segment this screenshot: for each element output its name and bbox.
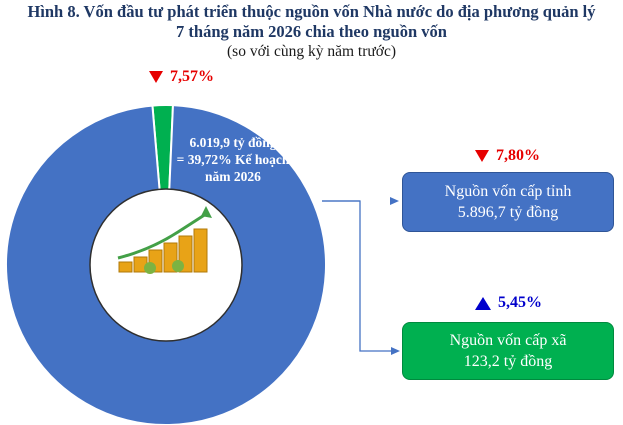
arrow-to-province [390,197,399,205]
province-source-value: 5.896,7 tỷ đồng [457,204,559,221]
down-triangle-icon [149,71,163,83]
total-change: 7,57% [149,68,214,86]
province-change: 7,80% [475,147,540,165]
total-label-line1: 6.019,9 tỷ đồng [189,135,277,150]
up-triangle-icon [475,296,491,310]
down-triangle-icon [475,150,489,162]
total-label-line2: = 39,72% Kế hoạch [176,152,290,167]
chart-title-block: Hình 8. Vốn đầu tư phát triển thuộc nguồ… [0,2,623,62]
chart-title-line2: 7 tháng năm 2026 chia theo nguồn vốn [176,22,447,41]
commune-source-name: Nguồn vốn cấp xã [449,332,567,349]
arrow-to-commune [391,347,400,355]
commune-source-value: 123,2 tỷ đồng [463,353,553,370]
coins-growth-icon [117,206,212,274]
total-label-line3: năm 2026 [205,169,261,184]
commune-change-value: 5,45% [498,294,542,311]
total-change-value: 7,57% [170,68,214,85]
commune-change: 5,45% [475,294,542,312]
commune-source-box: Nguồn vốn cấp xã 123,2 tỷ đồng [402,322,614,380]
total-label: 6.019,9 tỷ đồng = 39,72% Kế hoạch năm 20… [168,134,298,185]
province-change-value: 7,80% [496,147,540,164]
chart-subtitle: (so với cùng kỳ năm trước) [227,43,396,60]
province-source-name: Nguồn vốn cấp tỉnh [444,183,572,200]
connector-bracket [322,200,398,352]
chart-title: Hình 8. Vốn đầu tư phát triển thuộc nguồ… [27,2,596,21]
province-source-box: Nguồn vốn cấp tỉnh 5.896,7 tỷ đồng [402,172,614,232]
